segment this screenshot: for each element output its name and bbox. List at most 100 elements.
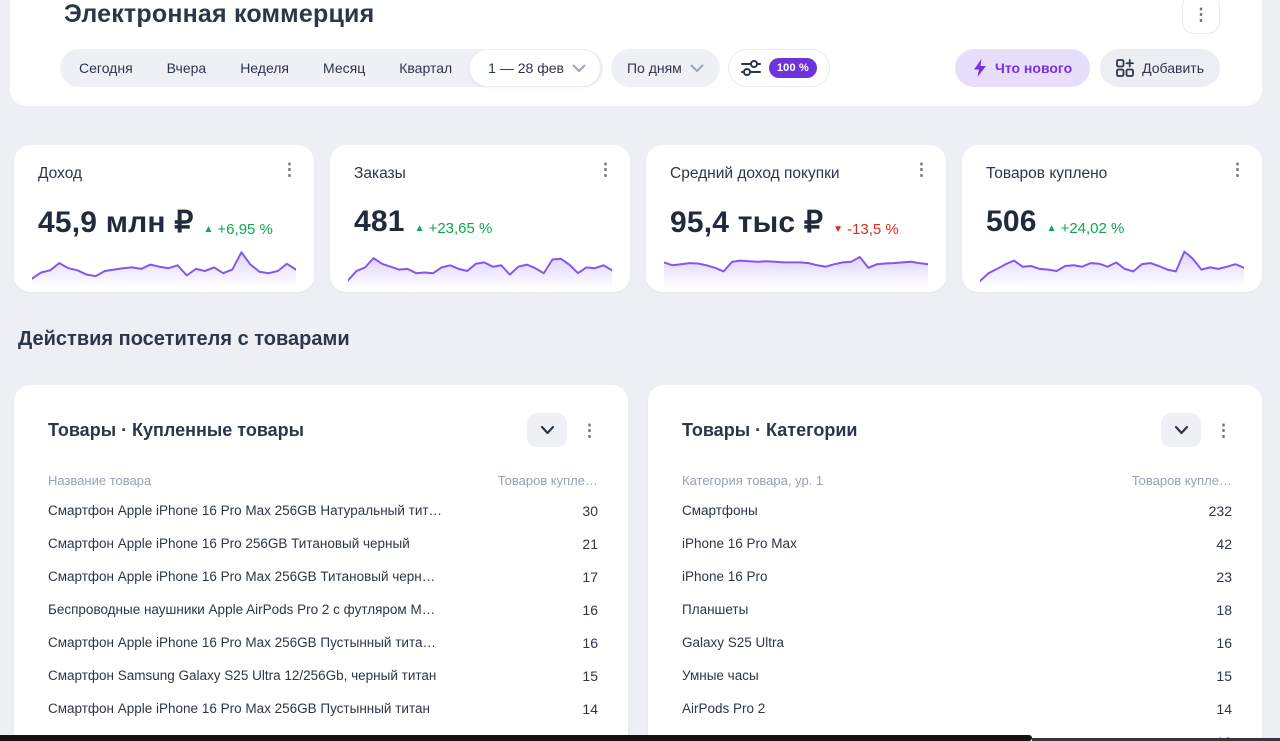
date-range-value: 1 — 28 фев: [488, 60, 564, 76]
row-name: Смартфон Apple iPhone 16 Pro Max 256GB П…: [48, 635, 436, 650]
kpi-value: 45,9 млн ₽: [38, 206, 194, 239]
page-menu-button[interactable]: ⋮: [1182, 0, 1220, 34]
section-title: Действия посетителя с товарами: [18, 328, 350, 350]
page-title: Электронная коммерция: [64, 0, 375, 28]
kebab-menu-icon: ⋮: [1192, 4, 1210, 24]
kpi-menu-button[interactable]: ⋮: [281, 161, 298, 178]
table-row[interactable]: Смартфон Apple iPhone 16 Pro Max 256GB П…: [48, 626, 598, 659]
kebab-menu-icon: ⋮: [913, 160, 930, 179]
chevron-down-icon: [690, 64, 704, 73]
row-value: 16: [582, 601, 598, 618]
row-value: 42: [1216, 535, 1232, 552]
row-value: 23: [1216, 568, 1232, 585]
table-row[interactable]: Смартфон Samsung Galaxy S25 Ultra 12/256…: [48, 659, 598, 692]
table-row[interactable]: Планшеты 18: [682, 593, 1232, 626]
kpi-delta: ▼ -13,5 %: [833, 221, 899, 238]
kpi-value: 95,4 тыс ₽: [670, 206, 824, 239]
period-tab-quarter[interactable]: Квартал: [382, 49, 469, 87]
kpi-menu-button[interactable]: ⋮: [1229, 161, 1246, 178]
kpi-card-revenue: Доход ⋮ 45,9 млн ₽ ▲ +6,95 %: [14, 145, 314, 292]
table-row[interactable]: Смартфон Apple iPhone 16 Pro 256GB Титан…: [48, 527, 598, 560]
kpi-menu-button[interactable]: ⋮: [913, 161, 930, 178]
kpi-delta: ▲ +24,02 %: [1046, 220, 1125, 237]
collapse-button[interactable]: [527, 413, 567, 447]
period-tab-today[interactable]: Сегодня: [62, 49, 150, 87]
kpi-title: Заказы: [354, 165, 406, 182]
kpi-value: 481: [354, 205, 405, 238]
row-name: iPhone 16 Pro: [682, 569, 768, 584]
table-menu-button[interactable]: ⋮: [1215, 422, 1232, 439]
row-value: 30: [582, 502, 598, 519]
table-row[interactable]: Смартфон Apple iPhone 16 Pro Max 256GB Т…: [48, 560, 598, 593]
date-range-selector[interactable]: 1 — 28 фев: [469, 49, 601, 87]
table-card-categories: Товары · Категории ⋮ Категория товара, у…: [648, 385, 1262, 741]
table-row[interactable]: iPhone 16 Pro Max 42: [682, 527, 1232, 560]
column-header-name: Название товара: [48, 473, 152, 488]
column-header-value: Товаров купле…: [1131, 473, 1232, 488]
table-menu-button[interactable]: ⋮: [581, 422, 598, 439]
row-name: Смартфон Apple iPhone 16 Pro Max 256GB Т…: [48, 569, 436, 584]
table-row[interactable]: AirPods Pro 2 14: [682, 692, 1232, 725]
kpi-cards-row: Доход ⋮ 45,9 млн ₽ ▲ +6,95 % Заказы ⋮ 481…: [14, 145, 1262, 292]
table-row[interactable]: Умные часы 15: [682, 659, 1232, 692]
kpi-card-orders: Заказы ⋮ 481 ▲ +23,65 %: [330, 145, 630, 292]
table-row[interactable]: Смартфон Apple iPhone 16 Pro Max 256GB Н…: [48, 494, 598, 527]
window-bottom-edge: [0, 735, 1032, 741]
row-name: Смартфоны: [682, 503, 758, 518]
table-row[interactable]: Смартфоны 232: [682, 494, 1232, 527]
row-name: Galaxy S25 Ultra: [682, 635, 785, 650]
row-value: 14: [1216, 700, 1232, 717]
add-label: Добавить: [1142, 60, 1204, 76]
row-name: Планшеты: [682, 602, 749, 617]
kpi-delta: ▲ +6,95 %: [203, 221, 273, 238]
kpi-delta: ▲ +23,65 %: [414, 220, 493, 237]
window-bottom-edge: [1032, 738, 1280, 741]
table-title: Товары · Купленные товары: [48, 419, 305, 440]
kpi-title: Средний доход покупки: [670, 165, 840, 182]
granularity-selector[interactable]: По дням: [610, 49, 720, 87]
table-row[interactable]: Смартфон Apple iPhone 16 Pro Max 256GB П…: [48, 692, 598, 725]
granularity-value: По дням: [626, 60, 682, 76]
period-tab-yesterday[interactable]: Вчера: [150, 49, 224, 87]
row-value: 16: [582, 634, 598, 651]
row-value: 13: [1216, 734, 1232, 741]
sliders-icon: [740, 59, 761, 77]
kebab-menu-icon: ⋮: [1229, 160, 1246, 179]
period-tab-month[interactable]: Месяц: [306, 49, 382, 87]
whats-new-button[interactable]: Что нового: [954, 49, 1091, 87]
table-row[interactable]: iPhone 16 Pro 23: [682, 560, 1232, 593]
sampling-badge: 100 %: [768, 58, 818, 78]
sparkline-chart: [32, 251, 296, 288]
whats-new-label: Что нового: [994, 60, 1073, 76]
table-rows: Смартфоны 232 iPhone 16 Pro Max 42 iPhone 16…: [682, 494, 1232, 741]
lightning-icon: [973, 59, 987, 77]
sampling-control[interactable]: 100 %: [727, 49, 831, 87]
table-card-purchased-products: Товары · Купленные товары ⋮ Название тов…: [14, 385, 628, 741]
trend-icon: ▲: [1046, 223, 1057, 234]
trend-icon: ▼: [833, 224, 844, 235]
kpi-title: Доход: [38, 165, 83, 182]
table-title: Товары · Категории: [682, 419, 858, 440]
row-name: Смартфон Apple iPhone 16 Pro Max 256GB П…: [48, 701, 430, 716]
kpi-card-avg-purchase: Средний доход покупки ⋮ 95,4 тыс ₽ ▼ -13,…: [646, 145, 946, 292]
add-widget-icon: [1116, 59, 1135, 77]
row-value: 14: [582, 700, 598, 717]
table-row[interactable]: Беспроводные наушники Apple AirPods Pro …: [48, 593, 598, 626]
column-header-value: Товаров купле…: [497, 473, 598, 488]
table-row[interactable]: Galaxy S25 Ultra 16: [682, 626, 1232, 659]
row-name: AirPods Pro 2: [682, 701, 766, 716]
add-button[interactable]: Добавить: [1100, 49, 1220, 87]
collapse-button[interactable]: [1161, 413, 1201, 447]
row-value: 18: [1216, 601, 1232, 618]
header-panel: Электронная коммерция ⋮ Сегодня Вчера Не…: [10, 0, 1262, 106]
row-value: 15: [1216, 667, 1232, 684]
kebab-menu-icon: ⋮: [281, 160, 298, 179]
period-tab-week[interactable]: Неделя: [223, 49, 306, 87]
sparkline-chart: [348, 257, 612, 288]
row-value: 17: [582, 568, 598, 585]
kpi-title: Товаров куплено: [986, 165, 1108, 182]
row-name: Умные часы: [682, 668, 759, 683]
kpi-menu-button[interactable]: ⋮: [597, 161, 614, 178]
row-name: Смартфон Apple iPhone 16 Pro 256GB Титан…: [48, 536, 410, 551]
